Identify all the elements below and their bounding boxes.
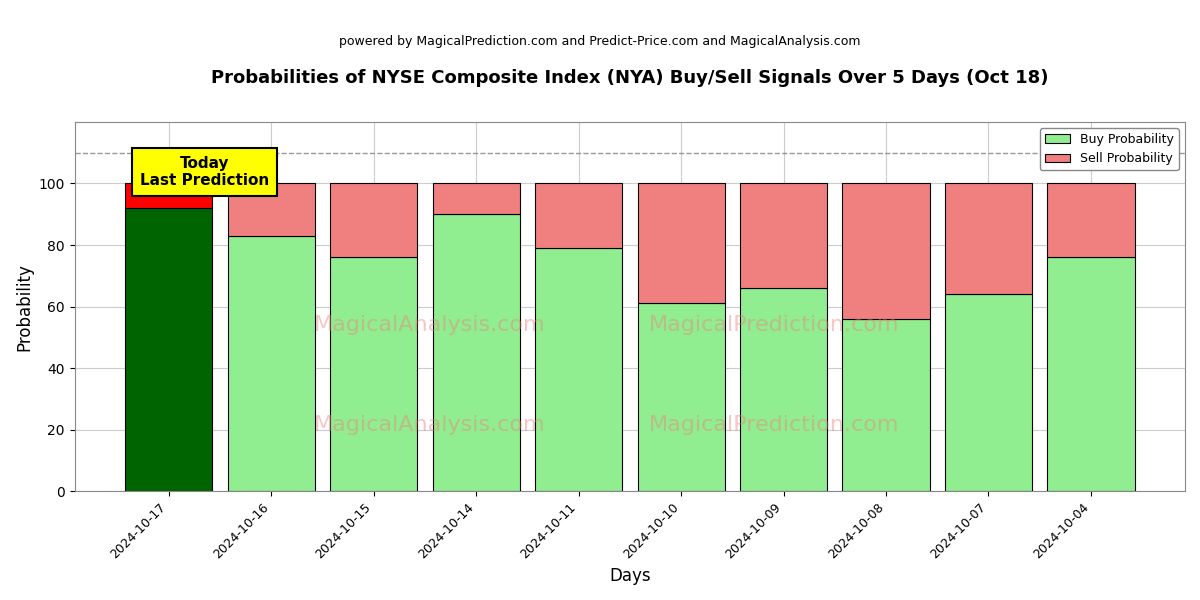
Y-axis label: Probability: Probability xyxy=(16,263,34,350)
Bar xyxy=(535,184,622,248)
Bar xyxy=(535,248,622,491)
X-axis label: Days: Days xyxy=(610,567,650,585)
Bar xyxy=(125,208,212,491)
Bar xyxy=(740,288,827,491)
Bar xyxy=(125,184,212,208)
Bar xyxy=(637,184,725,304)
Text: MagicalAnalysis.com: MagicalAnalysis.com xyxy=(314,315,546,335)
Bar xyxy=(228,184,314,236)
Text: MagicalPrediction.com: MagicalPrediction.com xyxy=(649,315,900,335)
Text: MagicalAnalysis.com: MagicalAnalysis.com xyxy=(314,415,546,435)
Bar xyxy=(740,184,827,288)
Bar xyxy=(330,257,418,491)
Title: Probabilities of NYSE Composite Index (NYA) Buy/Sell Signals Over 5 Days (Oct 18: Probabilities of NYSE Composite Index (N… xyxy=(211,69,1049,87)
Bar xyxy=(1048,257,1134,491)
Text: powered by MagicalPrediction.com and Predict-Price.com and MagicalAnalysis.com: powered by MagicalPrediction.com and Pre… xyxy=(340,35,860,48)
Bar xyxy=(842,184,930,319)
Bar xyxy=(944,294,1032,491)
Bar xyxy=(432,214,520,491)
Text: MagicalPrediction.com: MagicalPrediction.com xyxy=(649,415,900,435)
Bar xyxy=(228,236,314,491)
Legend: Buy Probability, Sell Probability: Buy Probability, Sell Probability xyxy=(1040,128,1178,170)
Bar xyxy=(1048,184,1134,257)
Bar xyxy=(637,304,725,491)
Bar xyxy=(944,184,1032,294)
Bar xyxy=(842,319,930,491)
Bar xyxy=(432,184,520,214)
Text: Today
Last Prediction: Today Last Prediction xyxy=(140,156,269,188)
Bar xyxy=(330,184,418,257)
